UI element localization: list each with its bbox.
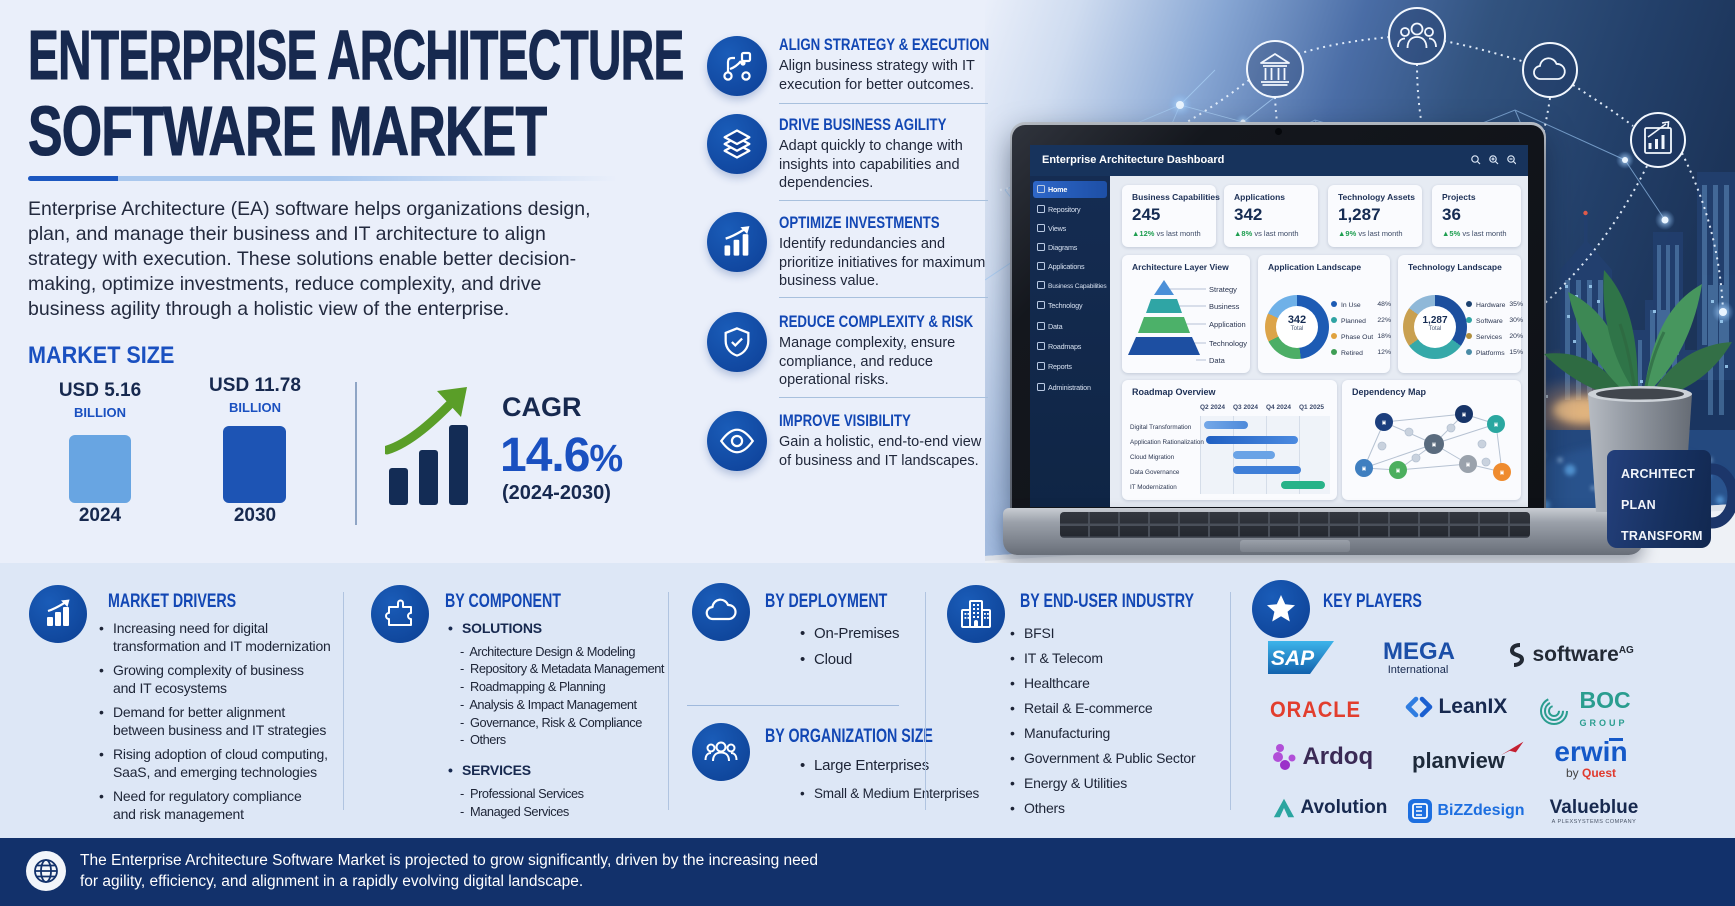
svg-text:▣: ▣ (1494, 422, 1499, 428)
svg-text:Technology: Technology (1209, 339, 1247, 348)
svg-text:▣: ▣ (1396, 468, 1401, 474)
svg-text:▣: ▣ (1462, 412, 1467, 418)
svg-text:▣: ▣ (1466, 462, 1471, 468)
svg-text:Business: Business (1209, 302, 1240, 311)
svg-text:▣: ▣ (1432, 442, 1437, 448)
svg-text:Data: Data (1209, 356, 1226, 365)
svg-text:▣: ▣ (1362, 466, 1367, 472)
svg-text:SAP: SAP (1271, 647, 1315, 670)
svg-text:▣: ▣ (1382, 420, 1387, 426)
svg-text:Application: Application (1209, 320, 1246, 329)
svg-text:▣: ▣ (1500, 470, 1505, 476)
svg-text:Strategy: Strategy (1209, 285, 1237, 294)
